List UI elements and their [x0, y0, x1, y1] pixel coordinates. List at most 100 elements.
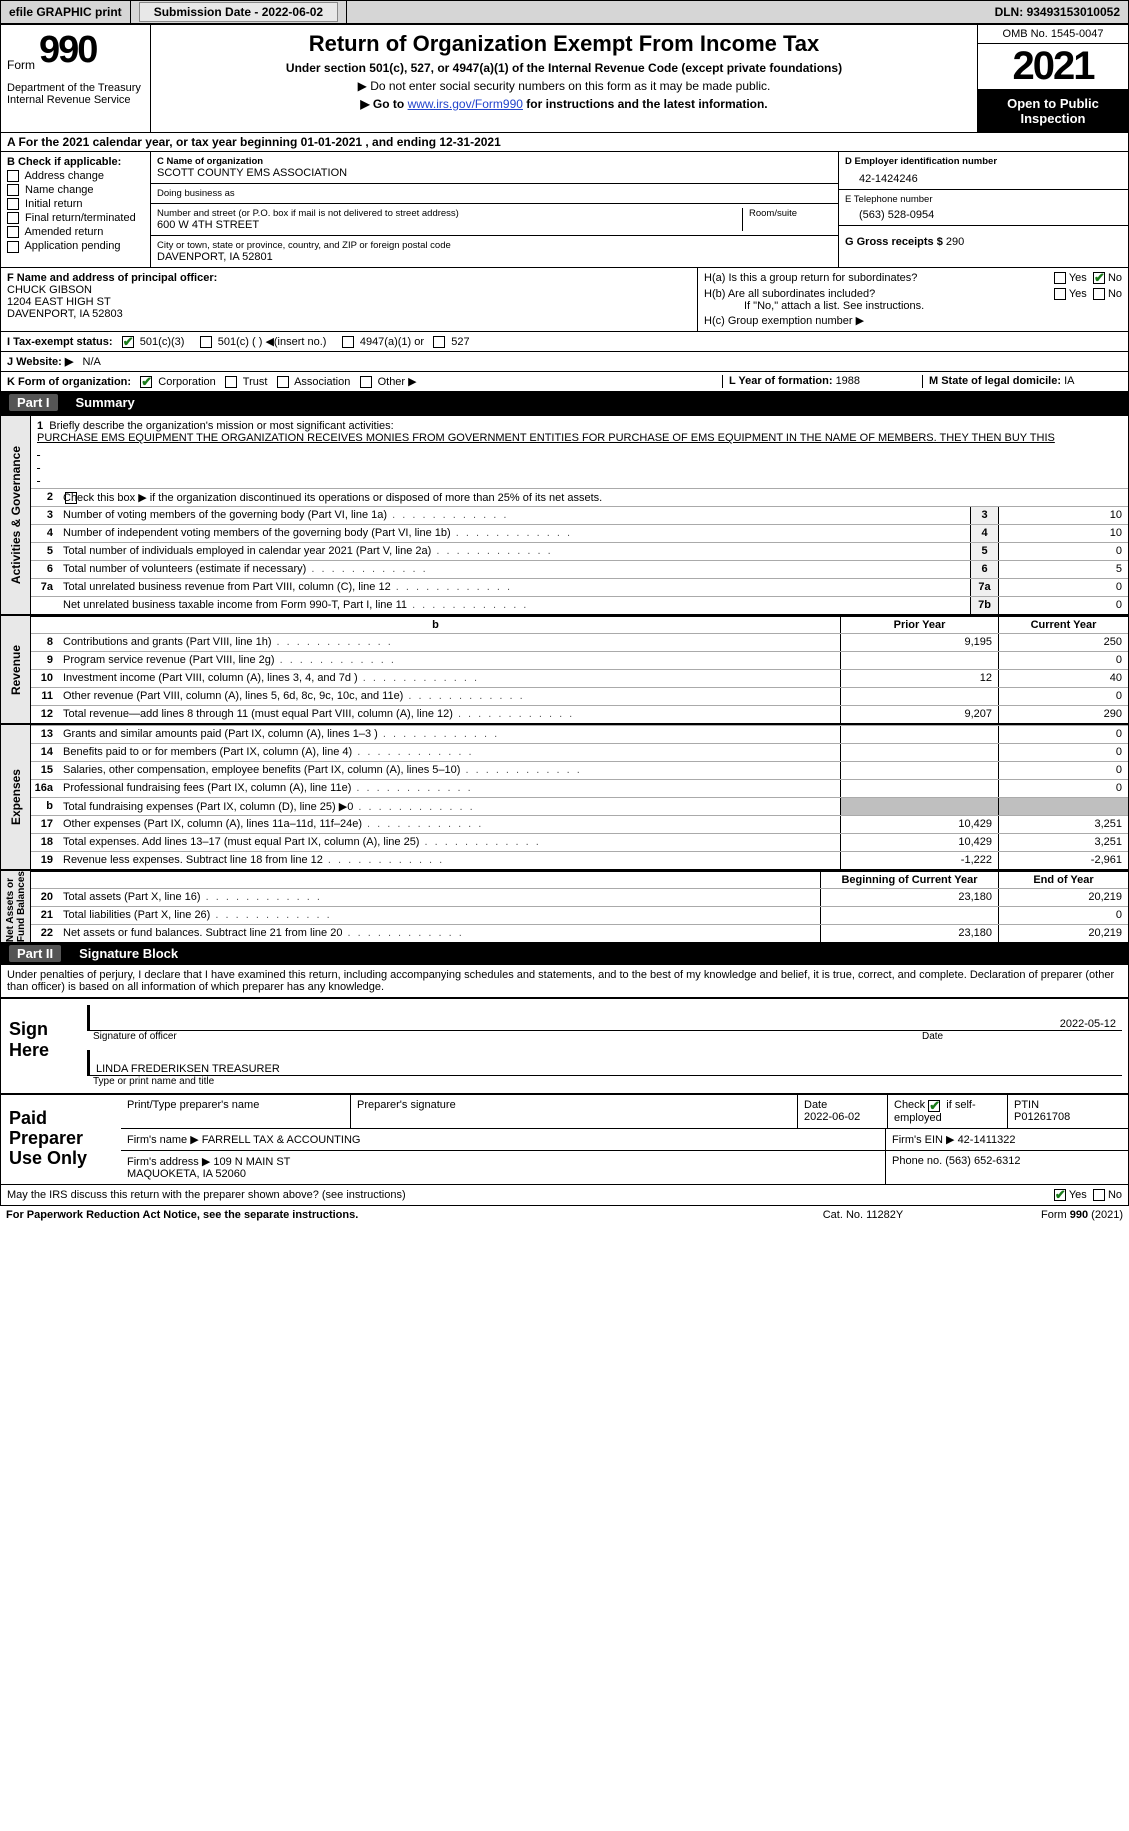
vtab-governance: Activities & Governance: [1, 416, 31, 614]
b-option[interactable]: Initial return: [7, 198, 144, 210]
b-option[interactable]: Application pending: [7, 240, 144, 252]
k-trust-checkbox[interactable]: [225, 376, 237, 388]
m-label: M State of legal domicile:: [929, 375, 1064, 387]
form-header: Form 990 Department of the Treasury Inte…: [1, 25, 1128, 132]
i-501c3-checkbox[interactable]: [122, 336, 134, 348]
b-option[interactable]: Final return/terminated: [7, 212, 144, 224]
hb-yes-checkbox[interactable]: [1054, 288, 1066, 300]
name-title-label: Type or print name and title: [87, 1076, 1122, 1087]
tax-year: 2021: [978, 44, 1128, 90]
header-right: OMB No. 1545-0047 2021 Open to Public In…: [978, 25, 1128, 132]
discuss-row: May the IRS discuss this return with the…: [1, 1184, 1128, 1205]
line-16a: 16aProfessional fundraising fees (Part I…: [31, 779, 1128, 797]
form-subtitle: Under section 501(c), 527, or 4947(a)(1)…: [159, 61, 969, 75]
perjury-statement: Under penalties of perjury, I declare th…: [1, 965, 1128, 997]
mission-text: PURCHASE EMS EQUIPMENT THE ORGANIZATION …: [37, 432, 1122, 445]
form-word: Form: [7, 58, 35, 72]
tel-label: E Telephone number: [845, 194, 1122, 205]
line-14: 14Benefits paid to or for members (Part …: [31, 743, 1128, 761]
j-label: J Website: ▶: [7, 356, 73, 368]
sig-date-label: Date: [922, 1031, 1122, 1042]
signer-name: LINDA FREDERIKSEN TREASURER: [96, 1063, 280, 1075]
city-value: DAVENPORT, IA 52801: [157, 251, 832, 263]
discuss-text: May the IRS discuss this return with the…: [7, 1189, 1054, 1201]
hb-no-checkbox[interactable]: [1093, 288, 1105, 300]
block-h: H(a) Is this a group return for subordin…: [698, 268, 1128, 331]
line-18: 18Total expenses. Add lines 13–17 (must …: [31, 833, 1128, 851]
line-5: 5Total number of individuals employed in…: [31, 542, 1128, 560]
revenue-col-header: b Prior Year Current Year: [31, 616, 1128, 633]
part1-tag: Part I: [9, 394, 58, 411]
b-option[interactable]: Address change: [7, 170, 144, 182]
i-501c-checkbox[interactable]: [200, 336, 212, 348]
ssn-warning: ▶ Do not enter social security numbers o…: [159, 79, 969, 93]
ein-value: 42-1424246: [845, 167, 1122, 185]
k-label: K Form of organization:: [7, 376, 131, 388]
discuss-no-checkbox[interactable]: [1093, 1189, 1105, 1201]
part2-tag: Part II: [9, 945, 61, 962]
self-emp-checkbox[interactable]: [928, 1100, 940, 1112]
part2-header: Part II Signature Block: [1, 942, 1128, 965]
top-toolbar: efile GRAPHIC print Submission Date - 20…: [0, 0, 1129, 24]
section-governance: Activities & Governance 1 Briefly descri…: [1, 414, 1128, 614]
column-b: B Check if applicable: Address change Na…: [1, 152, 151, 267]
irs-link[interactable]: www.irs.gov/Form990: [408, 97, 523, 111]
k-corp-checkbox[interactable]: [140, 376, 152, 388]
ha-yes-checkbox[interactable]: [1054, 272, 1066, 284]
b-heading: B Check if applicable:: [7, 156, 144, 168]
sign-date: 2022-05-12: [1060, 1018, 1116, 1030]
block-bcd: B Check if applicable: Address change Na…: [1, 151, 1128, 267]
column-d: D Employer identification number 42-1424…: [838, 152, 1128, 267]
city-label: City or town, state or province, country…: [157, 240, 832, 251]
i-label: I Tax-exempt status:: [7, 336, 113, 348]
k-assoc-checkbox[interactable]: [277, 376, 289, 388]
header-middle: Return of Organization Exempt From Incom…: [151, 25, 978, 132]
officer-addr1: 1204 EAST HIGH ST: [7, 296, 691, 308]
line-19: 19Revenue less expenses. Subtract line 1…: [31, 851, 1128, 869]
street-address: 600 W 4TH STREET: [157, 219, 742, 231]
b-option[interactable]: Name change: [7, 184, 144, 196]
k-other-checkbox[interactable]: [360, 376, 372, 388]
preparer-sig-label: Preparer's signature: [351, 1095, 798, 1127]
row-i: I Tax-exempt status: 501(c)(3) 501(c) ( …: [1, 331, 1128, 351]
catalog-number: Cat. No. 11282Y: [763, 1209, 963, 1221]
form-number: 990: [39, 29, 96, 72]
tel-value: (563) 528-0954: [845, 205, 1122, 221]
website-value: N/A: [83, 356, 101, 368]
sign-here-block: Sign Here 2022-05-12 Signature of office…: [1, 997, 1128, 1093]
submission-date-button[interactable]: Submission Date - 2022-06-02: [139, 2, 338, 22]
hb-label: H(b) Are all subordinates included?: [704, 288, 1054, 300]
header-left: Form 990 Department of the Treasury Inte…: [1, 25, 151, 132]
i-4947-checkbox[interactable]: [342, 336, 354, 348]
row-f-h: F Name and address of principal officer:…: [1, 267, 1128, 331]
name-line[interactable]: LINDA FREDERIKSEN TREASURER: [87, 1050, 1122, 1076]
room-label: Room/suite: [749, 208, 832, 219]
eoy-header: End of Year: [998, 872, 1128, 888]
line-b: bTotal fundraising expenses (Part IX, co…: [31, 797, 1128, 815]
officer-name: CHUCK GIBSON: [7, 284, 691, 296]
goto-line: ▶ Go to www.irs.gov/Form990 for instruct…: [159, 97, 969, 111]
line-22: 22Net assets or fund balances. Subtract …: [31, 924, 1128, 942]
line-2: 2 Check this box ▶ if the organization d…: [31, 488, 1128, 506]
vtab-netassets: Net Assets or Fund Balances: [1, 871, 31, 942]
line-12: 12Total revenue—add lines 8 through 11 (…: [31, 705, 1128, 723]
submission-date: Submission Date - 2022-06-02: [131, 1, 347, 23]
section-revenue: Revenue b Prior Year Current Year 8Contr…: [1, 614, 1128, 723]
signature-line[interactable]: 2022-05-12: [87, 1005, 1122, 1031]
l-value: 1988: [836, 375, 860, 387]
org-name: SCOTT COUNTY EMS ASSOCIATION: [157, 167, 832, 179]
i-527-checkbox[interactable]: [433, 336, 445, 348]
boy-header: Beginning of Current Year: [820, 872, 998, 888]
ein-label: D Employer identification number: [845, 156, 1122, 167]
line-3: 3Number of voting members of the governi…: [31, 506, 1128, 524]
line-9: 9Program service revenue (Part VIII, lin…: [31, 651, 1128, 669]
line-7b: Net unrelated business taxable income fr…: [31, 596, 1128, 614]
section-expenses: Expenses 13Grants and similar amounts pa…: [1, 723, 1128, 869]
firm-name: FARRELL TAX & ACCOUNTING: [202, 1134, 361, 1146]
mission-label: Briefly describe the organization's miss…: [49, 420, 393, 432]
ha-no-checkbox[interactable]: [1093, 272, 1105, 284]
vtab-revenue: Revenue: [1, 616, 31, 723]
line2-checkbox[interactable]: [65, 492, 77, 504]
discuss-yes-checkbox[interactable]: [1054, 1189, 1066, 1201]
b-option[interactable]: Amended return: [7, 226, 144, 238]
